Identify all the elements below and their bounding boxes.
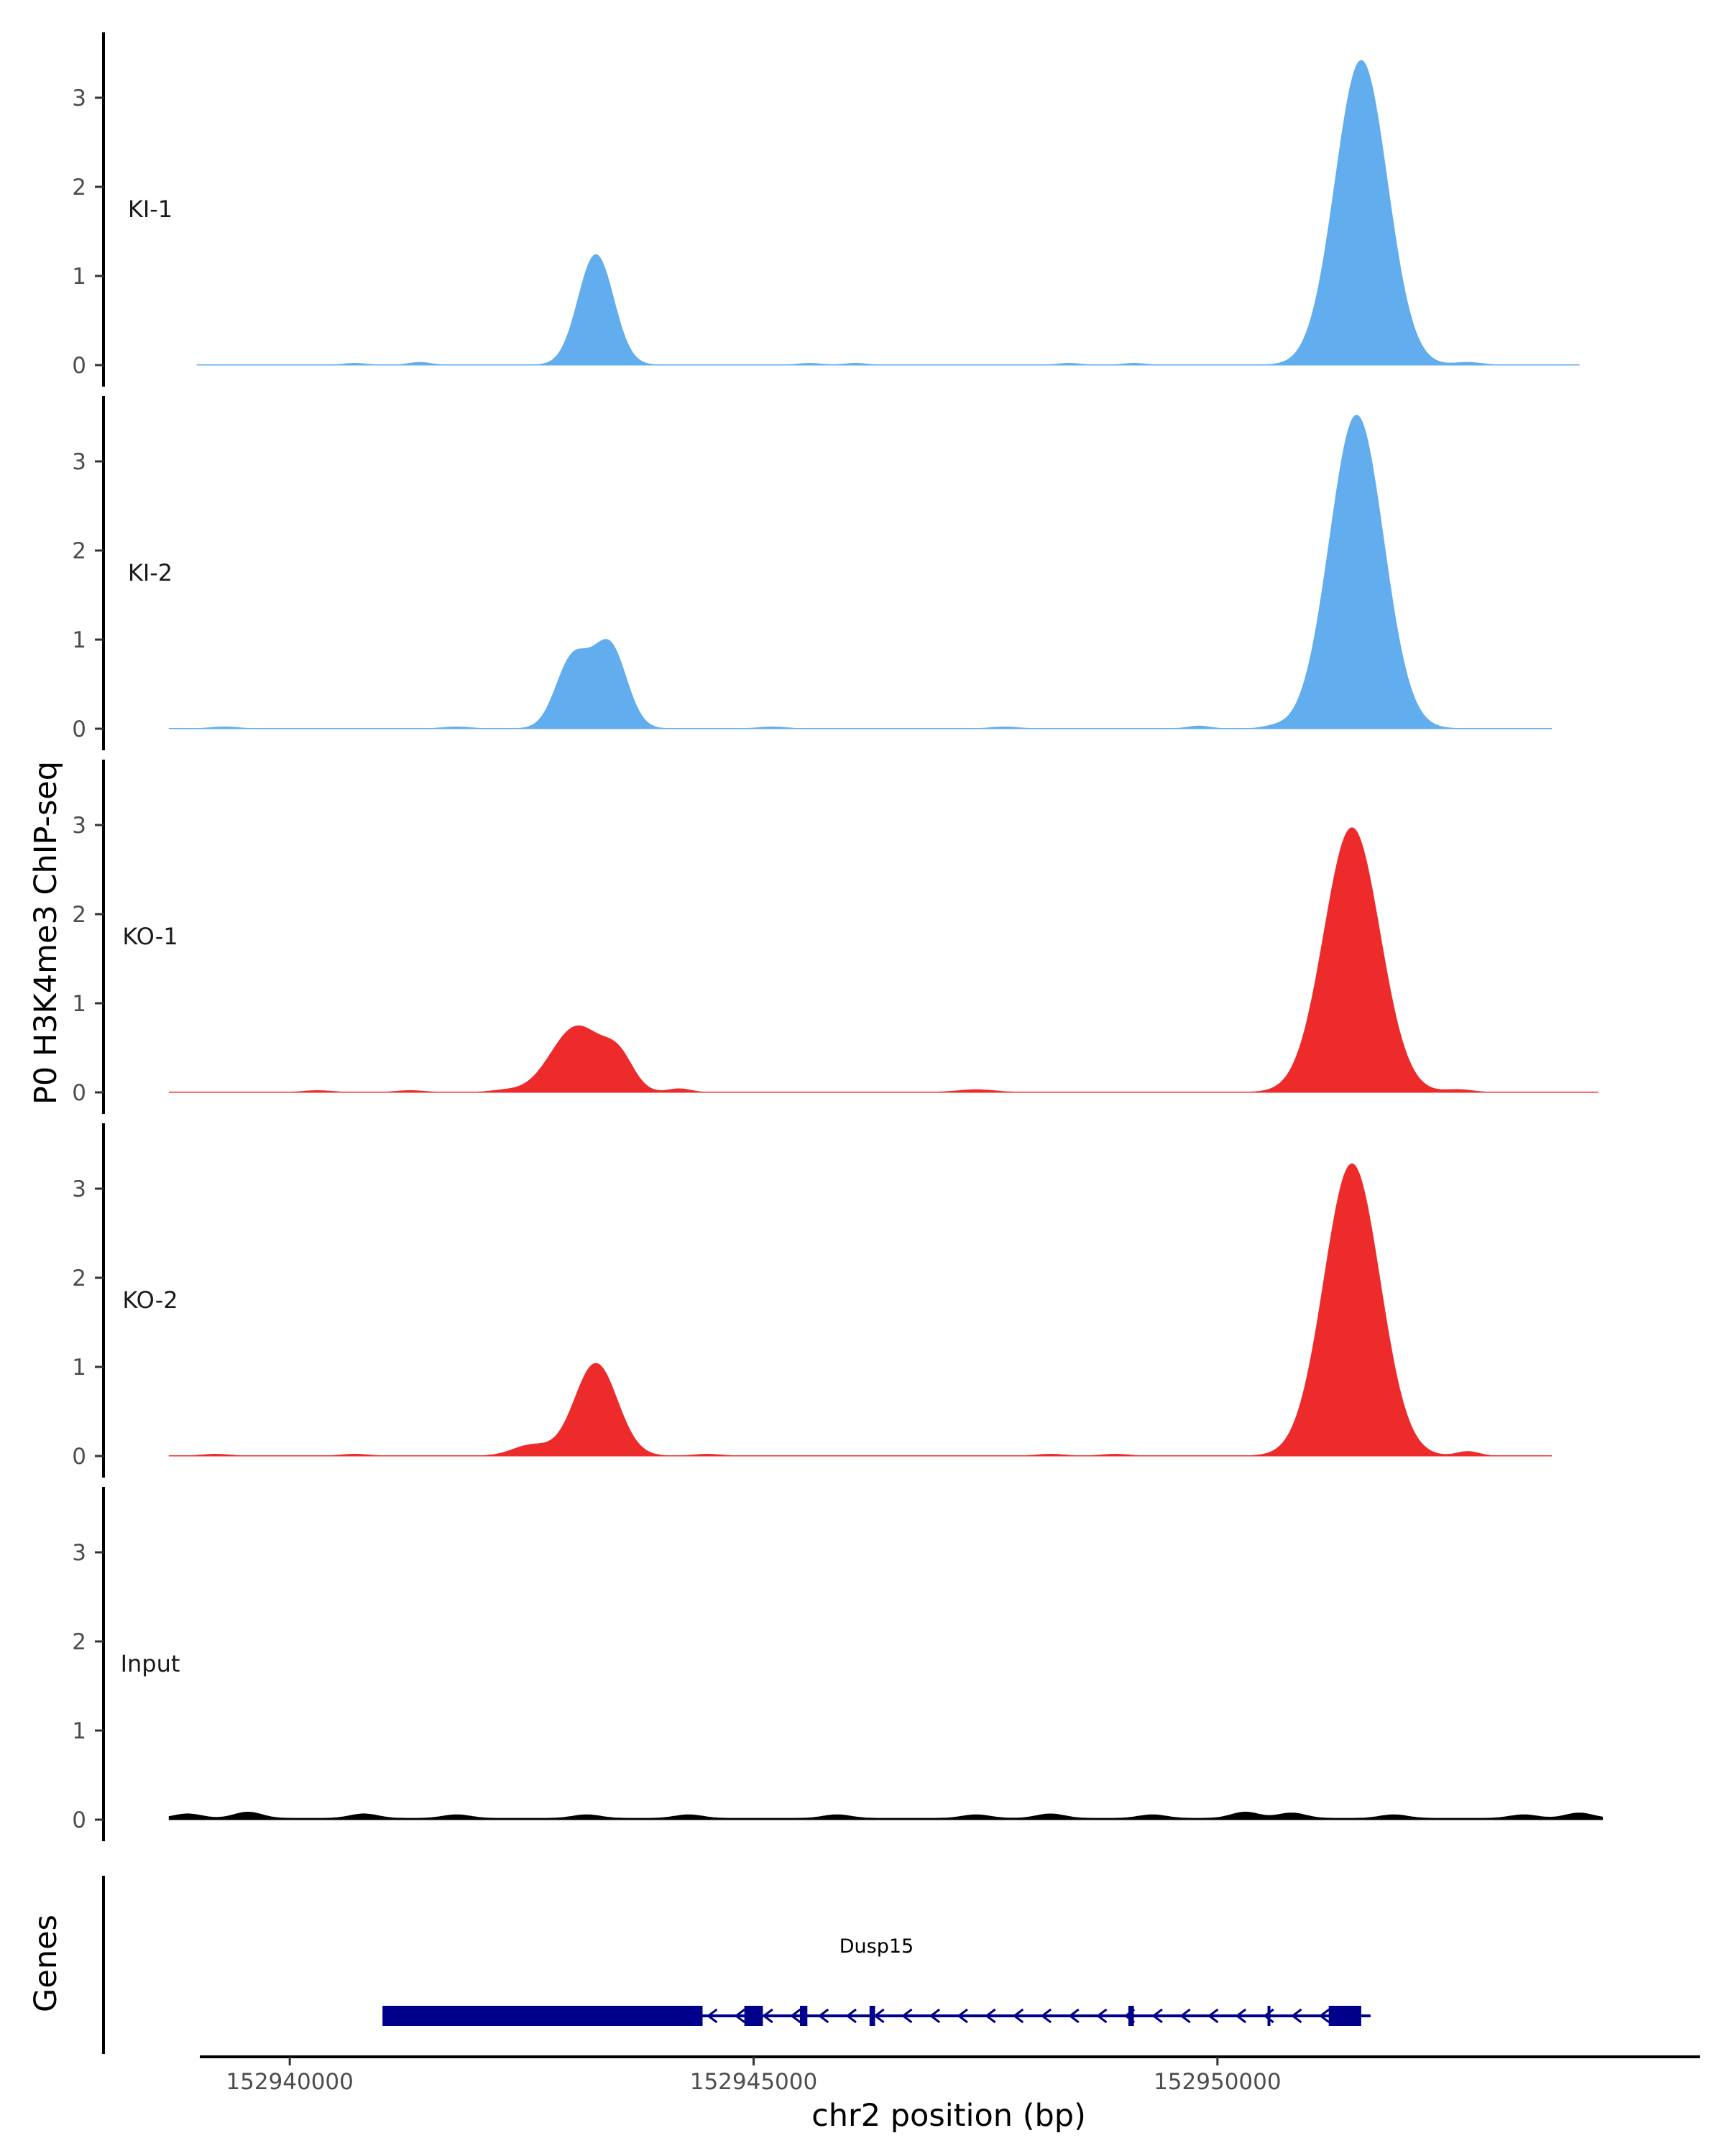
y-tick-label: 1	[72, 1718, 86, 1744]
y-tick-label: 2	[72, 1266, 86, 1291]
exon	[1267, 2006, 1271, 2026]
y-tick-label: 0	[72, 353, 86, 379]
strand-arrow	[901, 2008, 913, 2024]
gene-name-label: Dusp15	[840, 1935, 914, 1958]
strand-arrow	[957, 2008, 968, 2024]
signal-area	[168, 415, 1552, 729]
signal-area	[168, 1811, 1603, 1820]
y-tick-label: 0	[72, 1080, 86, 1106]
strand-arrow	[1179, 2008, 1191, 2024]
strand-arrow	[790, 2008, 801, 2024]
exon	[869, 2006, 875, 2026]
track-ko-1: 0 1 2 3 KO-1	[72, 760, 1598, 1114]
strand-arrow	[734, 2008, 745, 2024]
y-tick-label: 3	[72, 1540, 86, 1566]
x-axis: 152940000 152945000 152950000	[200, 2055, 1700, 2095]
strand-arrow	[1068, 2008, 1080, 2024]
y-axis-title: P0 H3K4me3 ChIP-seq	[28, 761, 64, 1105]
track-label: KO-2	[122, 1286, 178, 1314]
signal-tracks: 0 1 2 3 KI-1 0 1 2 3 KI-2 0 1 2 3 KO-1 0 1 2 3 KO-2 0 1 2 3 Inpu…	[72, 32, 1603, 1841]
strand-arrow	[1151, 2008, 1163, 2024]
y-tick-label: 0	[72, 1807, 86, 1833]
strand-arrow	[929, 2008, 941, 2024]
strand-arrow	[1291, 2008, 1302, 2024]
track-ki-1: 0 1 2 3 KI-1	[72, 32, 1580, 387]
exon	[382, 2006, 703, 2026]
track-label: KI-2	[128, 559, 172, 586]
exon	[744, 2006, 763, 2026]
y-tick-label: 1	[72, 627, 86, 653]
exon	[1328, 2006, 1361, 2026]
exon	[1128, 2006, 1134, 2026]
y-tick-label: 1	[72, 991, 86, 1017]
track-ki-2: 0 1 2 3 KI-2	[72, 396, 1552, 750]
y-tick-label: 3	[72, 1176, 86, 1202]
x-tick-label: 152945000	[690, 2069, 818, 2095]
y-tick-label: 3	[72, 813, 86, 839]
y-tick-label: 0	[72, 717, 86, 742]
y-tick-label: 1	[72, 264, 86, 290]
y-tick-label: 2	[72, 902, 86, 928]
y-tick-label: 2	[72, 175, 86, 201]
gene-track: Dusp15	[102, 1876, 1371, 2054]
x-axis-title: chr2 position (bp)	[811, 2098, 1086, 2134]
y-tick-label: 0	[72, 1444, 86, 1470]
track-label: Input	[121, 1650, 180, 1677]
signal-area	[168, 827, 1598, 1093]
track-label: KI-1	[128, 195, 172, 223]
strand-arrow	[1263, 2008, 1274, 2024]
track-label: KO-1	[122, 923, 178, 950]
strand-arrow	[762, 2008, 773, 2024]
y-tick-label: 3	[72, 449, 86, 475]
track-input: 0 1 2 3 Input	[72, 1487, 1603, 1841]
strand-arrow	[1040, 2008, 1052, 2024]
strand-arrow	[1096, 2008, 1108, 2024]
strand-arrow	[873, 2008, 885, 2024]
strand-arrow	[1012, 2008, 1024, 2024]
strand-arrow	[1235, 2008, 1246, 2024]
strand-arrow	[845, 2008, 857, 2024]
exon	[800, 2006, 808, 2026]
y-tick-label: 3	[72, 86, 86, 111]
x-tick-label: 152950000	[1154, 2069, 1282, 2095]
x-tick-label: 152940000	[226, 2069, 354, 2095]
strand-arrow	[817, 2008, 829, 2024]
genes-axis-title: Genes	[28, 1915, 64, 2012]
y-tick-label: 1	[72, 1355, 86, 1381]
strand-arrow	[706, 2008, 718, 2024]
y-tick-label: 2	[72, 538, 86, 564]
strand-arrow	[985, 2008, 996, 2024]
signal-area	[196, 60, 1580, 366]
signal-area	[168, 1163, 1552, 1457]
strand-arrow	[1207, 2008, 1219, 2024]
track-ko-2: 0 1 2 3 KO-2	[72, 1123, 1552, 1478]
strand-arrow	[1318, 2008, 1330, 2024]
y-tick-label: 2	[72, 1629, 86, 1655]
